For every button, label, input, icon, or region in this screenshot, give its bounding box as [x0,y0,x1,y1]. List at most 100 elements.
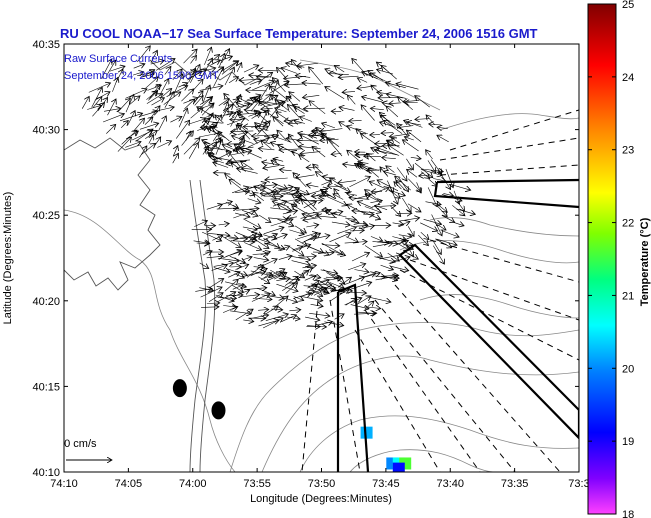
current-vector [206,55,220,66]
current-vector [457,201,465,211]
radar-dashed-beams [301,109,579,472]
y-tick-label: 40:15 [32,381,60,393]
current-vector [173,74,183,95]
colorbar-tick-label: 21 [622,290,634,302]
current-vector [293,293,311,299]
current-vector [157,141,171,148]
current-vector [285,283,298,294]
current-vector [437,127,448,128]
current-vector [277,218,294,226]
current-vector [280,188,300,197]
current-vector [407,203,421,212]
colorbar-tick-label: 19 [622,436,634,448]
current-vector [224,94,238,109]
current-vector [432,239,442,254]
current-vector [207,233,230,235]
current-vector [112,77,118,92]
x-axis-label: Longitude (Degrees:Minutes) [250,493,392,505]
current-vector [106,124,115,134]
current-vector [386,166,395,173]
current-vector [281,315,296,322]
current-vector [392,223,404,225]
current-vector [338,181,356,184]
current-vector [261,108,273,109]
current-vector [259,110,269,127]
current-vector [262,306,278,317]
current-vector [272,201,289,208]
y-tick-label: 40:35 [32,39,60,51]
current-vector [193,91,203,105]
current-vector [260,252,271,255]
current-vector [337,227,356,234]
current-vector [303,218,318,220]
current-vector [309,313,330,316]
current-vector [297,63,319,66]
current-vector [163,92,181,105]
current-vector [275,108,287,112]
current-vector [297,233,317,240]
current-vector [223,105,233,113]
current-vector [195,289,212,292]
current-vector [164,92,174,108]
current-vector [291,260,311,266]
current-vector [213,263,234,266]
x-tick-label: 74:00 [179,478,207,490]
current-vector [228,238,248,239]
current-vector [299,155,310,163]
current-vector [404,120,423,128]
current-vector [242,227,257,230]
current-vector [210,279,224,288]
current-vector [398,177,409,191]
current-vector [149,135,154,144]
current-vector [345,236,359,243]
current-vector [347,204,366,215]
current-vector [364,245,383,258]
current-vector [289,92,301,102]
current-vector [288,184,309,195]
current-vector [197,127,207,131]
current-vector [300,152,321,154]
current-vector [206,67,224,79]
current-vector [344,298,362,306]
current-vector [427,187,437,206]
current-vector [251,123,266,128]
current-vector [218,224,230,225]
current-vector [386,94,407,99]
current-vector [293,296,304,300]
current-vector [380,264,394,270]
current-vector [357,201,374,209]
current-vector [354,270,369,273]
current-vector [145,77,159,89]
current-vector [386,141,400,148]
current-vector [251,113,261,119]
current-vector [212,56,233,64]
current-vector [291,60,301,71]
current-vector [321,136,335,139]
current-vector [129,96,140,106]
current-vector [309,200,323,201]
current-vector [325,69,342,76]
current-vector [263,227,284,235]
current-vector [299,117,312,122]
current-vector [387,252,400,261]
current-vector [280,190,300,196]
current-vector [351,253,370,262]
current-vector [132,131,152,141]
current-vector [138,111,158,117]
current-vector [334,184,350,192]
current-vector [241,168,254,169]
current-vector [294,225,306,233]
current-vector [441,230,459,238]
current-vector [92,97,102,109]
current-vector [109,66,125,72]
current-vector [107,99,117,116]
current-vector [382,240,404,242]
current-vector [369,181,386,189]
current-vector [349,120,362,121]
current-vector [320,129,343,132]
current-vector [308,275,321,277]
current-vector [349,177,370,188]
current-vector [308,286,322,297]
current-vector [426,150,433,160]
